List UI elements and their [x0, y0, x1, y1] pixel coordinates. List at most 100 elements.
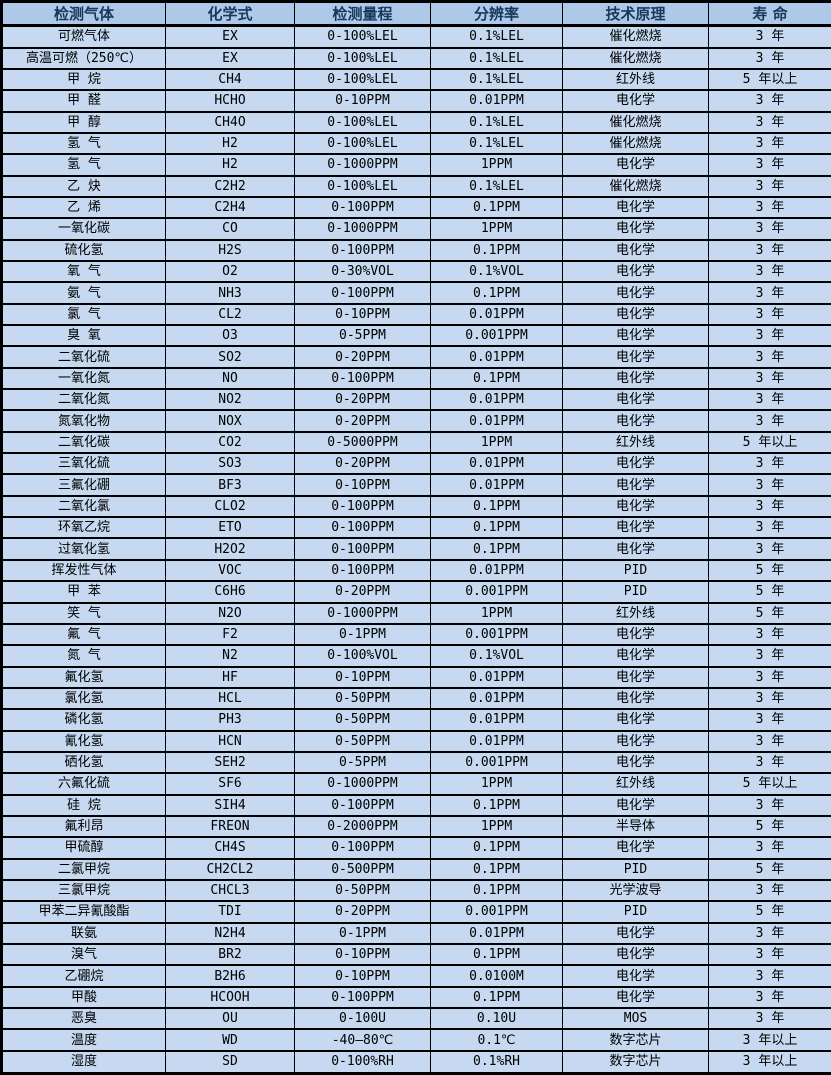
range-cell: 0-5000PPM [294, 430, 431, 455]
gas-name-cell: 氟 气 [1, 622, 166, 647]
principle-cell: 电化学 [562, 217, 709, 241]
lifespan-cell: 3 年 [708, 729, 831, 753]
range-cell: 0-10PPM [294, 665, 431, 689]
range-cell: 0-100U [294, 1007, 431, 1031]
resolution-cell: 0.1PPM [430, 281, 563, 305]
lifespan-cell: 3 年以上 [708, 1049, 831, 1075]
gas-name-cell: 温度 [1, 1028, 166, 1052]
table-row: 甲 烷 CH4 0-100%LEL 0.1%LEL 红外线 5 年以上 [1, 67, 831, 92]
table-row: 硫化氢 H2S 0-100PPM 0.1PPM 电化学 3 年 [1, 238, 831, 263]
range-cell: 0-2000PPM [294, 814, 431, 839]
gas-name-cell: 甲 醇 [1, 110, 166, 134]
principle-cell: 红外线 [562, 430, 709, 455]
formula-cell: N2O [165, 601, 295, 625]
principle-cell: 催化燃烧 [562, 110, 709, 134]
gas-name-cell: 挥发性气体 [1, 558, 166, 583]
resolution-cell: 0.1PPM [430, 366, 563, 391]
column-header-range: 检测量程 [294, 0, 431, 27]
lifespan-cell: 3 年 [708, 89, 831, 113]
table-row: 氟利昂 FREON 0-2000PPM 1PPM 半导体 5 年 [1, 814, 831, 839]
principle-cell: 电化学 [562, 302, 709, 327]
lifespan-cell: 3 年 [708, 985, 831, 1010]
resolution-cell: 0.01PPM [430, 729, 563, 753]
table-row: 磷化氢 PH3 0-50PPM 0.01PPM 电化学 3 年 [1, 708, 831, 732]
lifespan-cell: 3 年 [708, 537, 831, 561]
formula-cell: HCL [165, 686, 295, 711]
formula-cell: HCN [165, 729, 295, 753]
range-cell: 0-100PPM [294, 238, 431, 263]
lifespan-cell: 3 年 [708, 878, 831, 903]
gas-name-cell: 硫化氢 [1, 238, 166, 263]
range-cell: 0-50PPM [294, 686, 431, 711]
resolution-cell: 0.10U [430, 1007, 563, 1031]
lifespan-cell: 5 年 [708, 900, 831, 924]
lifespan-cell: 3 年 [708, 644, 831, 668]
lifespan-cell: 3 年 [708, 259, 831, 284]
principle-cell: 电化学 [562, 494, 709, 519]
principle-cell: 电化学 [562, 345, 709, 369]
resolution-cell: 1PPM [430, 153, 563, 177]
formula-cell: CLO2 [165, 494, 295, 519]
principle-cell: 电化学 [562, 964, 709, 988]
range-cell: 0-50PPM [294, 708, 431, 732]
table-row: 一氧化碳 CO 0-1000PPM 1PPM 电化学 3 年 [1, 217, 831, 241]
principle-cell: 电化学 [562, 259, 709, 284]
range-cell: 0-10PPM [294, 942, 431, 967]
lifespan-cell: 3 年 [708, 281, 831, 305]
formula-cell: BF3 [165, 473, 295, 497]
resolution-cell: 0.1%VOL [430, 259, 563, 284]
principle-cell: 电化学 [562, 985, 709, 1010]
formula-cell: SD [165, 1049, 295, 1075]
gas-name-cell: 硅 烷 [1, 793, 166, 817]
lifespan-cell: 5 年 [708, 601, 831, 625]
gas-name-cell: 三氯甲烷 [1, 878, 166, 903]
formula-cell: BR2 [165, 942, 295, 967]
resolution-cell: 0.1PPM [430, 985, 563, 1010]
table-row: 氯 气 CL2 0-10PPM 0.01PPM 电化学 3 年 [1, 302, 831, 327]
formula-cell: CL2 [165, 302, 295, 327]
table-row: 臭 氧 O3 0-5PPM 0.001PPM 电化学 3 年 [1, 324, 831, 348]
resolution-cell: 0.1PPM [430, 516, 563, 540]
gas-name-cell: 二氧化氮 [1, 388, 166, 412]
range-cell: 0-1PPM [294, 622, 431, 647]
formula-cell: CH4 [165, 67, 295, 92]
principle-cell: PID [562, 558, 709, 583]
table-row: 笑 气 N2O 0-1000PPM 1PPM 红外线 5 年 [1, 601, 831, 625]
resolution-cell: 0.01PPM [430, 708, 563, 732]
formula-cell: O2 [165, 259, 295, 284]
resolution-cell: 0.1℃ [430, 1028, 563, 1052]
table-row: 氢 气 H2 0-1000PPM 1PPM 电化学 3 年 [1, 153, 831, 177]
resolution-cell: 0.0100M [430, 964, 563, 988]
table-row: 氟化氢 HF 0-10PPM 0.01PPM 电化学 3 年 [1, 665, 831, 689]
gas-name-cell: 六氟化硫 [1, 772, 166, 796]
lifespan-cell: 3 年 [708, 750, 831, 775]
column-header-resolution: 分辨率 [430, 0, 563, 27]
resolution-cell: 0.1PPM [430, 878, 563, 903]
gas-name-cell: 二氧化碳 [1, 430, 166, 455]
range-cell: 0-100%LEL [294, 110, 431, 134]
lifespan-cell: 5 年以上 [708, 772, 831, 796]
gas-name-cell: 氯 气 [1, 302, 166, 327]
table-row: 联氨 N2H4 0-1PPM 0.01PPM 电化学 3 年 [1, 921, 831, 946]
table-row: 氯化氢 HCL 0-50PPM 0.01PPM 电化学 3 年 [1, 686, 831, 711]
formula-cell: H2 [165, 153, 295, 177]
column-header-formula: 化学式 [165, 0, 295, 27]
resolution-cell: 0.1PPM [430, 793, 563, 817]
principle-cell: 电化学 [562, 665, 709, 689]
range-cell: 0-100PPM [294, 836, 431, 860]
resolution-cell: 1PPM [430, 430, 563, 455]
resolution-cell: 0.001PPM [430, 750, 563, 775]
range-cell: 0-5PPM [294, 324, 431, 348]
principle-cell: 红外线 [562, 772, 709, 796]
table-row: 二氧化碳 CO2 0-5000PPM 1PPM 红外线 5 年以上 [1, 430, 831, 455]
resolution-cell: 0.001PPM [430, 900, 563, 924]
formula-cell: NH3 [165, 281, 295, 305]
formula-cell: SO3 [165, 452, 295, 476]
principle-cell: 电化学 [562, 195, 709, 220]
range-cell: 0-100PPM [294, 537, 431, 561]
gas-name-cell: 溴气 [1, 942, 166, 967]
principle-cell: 电化学 [562, 537, 709, 561]
resolution-cell: 0.001PPM [430, 580, 563, 604]
principle-cell: 电化学 [562, 281, 709, 305]
gas-name-cell: 乙硼烷 [1, 964, 166, 988]
